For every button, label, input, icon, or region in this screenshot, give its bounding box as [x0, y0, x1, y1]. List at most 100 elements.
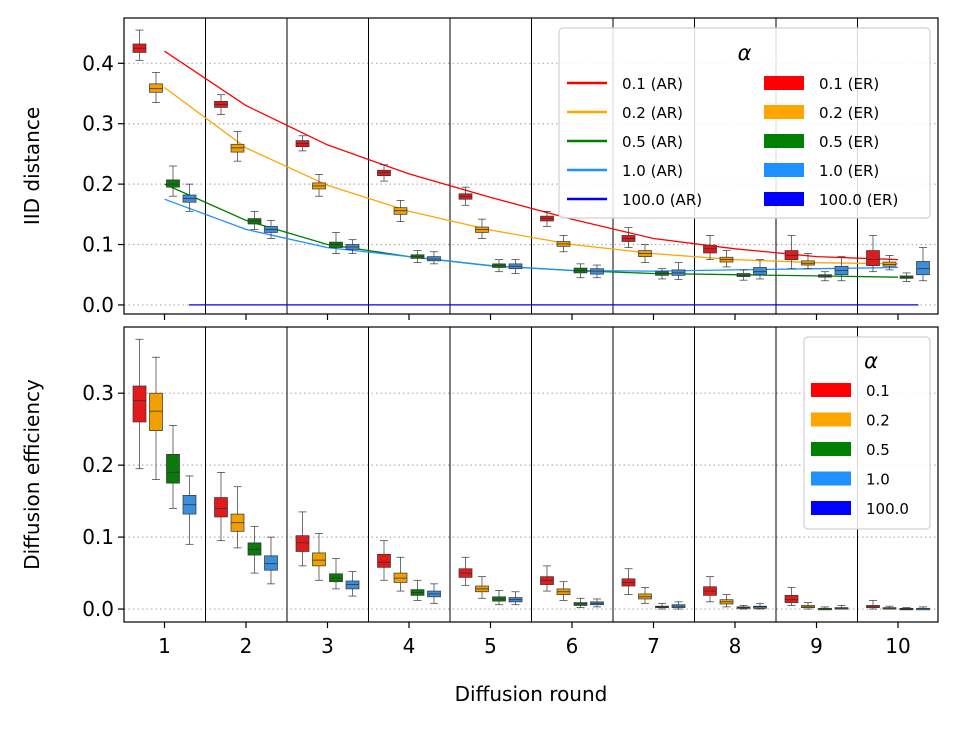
box-0.2-round-8	[719, 250, 734, 268]
y-tick-label: 0.2	[82, 453, 114, 477]
legend-entry-label: 0.1	[866, 382, 890, 400]
box-0.1-round-10	[866, 235, 880, 273]
box-1.0-round-8	[753, 259, 767, 280]
box-0.1-round-5	[458, 186, 473, 206]
legend-entry-label: 0.5 (ER)	[819, 133, 879, 151]
trend-line-3	[164, 198, 899, 272]
box-0.5-round-5	[492, 589, 506, 606]
legend-patch-swatch	[764, 192, 804, 206]
legend-patch-swatch	[811, 383, 851, 397]
box-0.1-round-1	[132, 338, 147, 470]
box-0.1-round-6	[540, 565, 554, 592]
legend-entry-label: 100.0	[866, 500, 909, 518]
box-0.5-round-3	[329, 558, 343, 590]
box-0.5-round-7	[655, 268, 669, 280]
x-tick-label: 5	[484, 634, 497, 658]
legend-patch-swatch	[811, 442, 851, 456]
x-tick-label: 6	[566, 634, 579, 658]
legend-patch-swatch	[764, 134, 804, 148]
box-0.2-round-7	[638, 587, 652, 604]
box-1.0-round-3	[345, 571, 360, 597]
x-tick-label: 8	[729, 634, 742, 658]
legend-entry-label: 100.0 (ER)	[819, 191, 898, 209]
box-0.1-round-10	[866, 600, 880, 610]
box-body	[149, 392, 163, 431]
legend-patch-swatch	[764, 163, 804, 177]
box-0.1-round-3	[295, 135, 310, 152]
box-0.2-round-9	[801, 602, 815, 610]
x-tick-label: 7	[647, 634, 660, 658]
box-body	[166, 179, 180, 188]
box-0.1-round-8	[703, 576, 717, 603]
box-0.2-round-5	[475, 218, 489, 239]
box-body	[149, 83, 163, 93]
box-1.0-round-10	[916, 606, 930, 611]
box-body	[753, 267, 767, 276]
box-1.0-round-2	[264, 536, 278, 585]
box-body	[916, 261, 930, 276]
y-tick-label: 0.3	[82, 112, 114, 136]
legend-entry-label: 0.2 (AR)	[622, 104, 683, 122]
box-0.5-round-5	[492, 259, 506, 273]
box-1.0-round-8	[753, 602, 767, 610]
box-1.0-round-4	[427, 251, 441, 265]
box-0.1-round-2	[214, 94, 228, 116]
box-0.5-round-2	[247, 210, 262, 230]
box-0.1-round-9	[784, 235, 799, 270]
y-tick-label: 0.0	[82, 293, 114, 317]
box-1.0-round-5	[508, 259, 523, 274]
legend-box	[558, 27, 931, 219]
legend-entry-label: 0.5	[866, 441, 890, 459]
legend-entry-label: 0.2	[866, 412, 890, 430]
box-body	[264, 555, 278, 571]
box-body	[866, 250, 880, 267]
x-tick-label: 9	[810, 634, 823, 658]
box-0.5-round-8	[736, 269, 751, 281]
box-0.2-round-1	[149, 356, 163, 480]
box-1.0-round-10	[916, 247, 930, 282]
legend-patch-swatch	[811, 412, 851, 427]
box-1.0-round-5	[508, 591, 523, 606]
box-1.0-round-1	[182, 475, 197, 545]
y-axis-label: IID distance	[20, 107, 44, 225]
plot-frame-0	[123, 17, 939, 315]
box-0.5-round-1	[166, 425, 180, 509]
box-0.1-round-3	[295, 511, 310, 567]
box-1.0-round-4	[427, 583, 441, 604]
box-0.1-round-9	[784, 587, 799, 606]
box-0.5-round-6	[573, 263, 588, 279]
x-axis-label: Diffusion round	[455, 682, 608, 706]
box-0.5-round-3	[329, 232, 343, 254]
box-1.0-round-1	[182, 183, 197, 212]
box-0.2-round-4	[393, 556, 408, 592]
box-0.2-round-4	[393, 200, 408, 222]
legend-title: α	[738, 41, 752, 65]
box-0.2-round-6	[556, 235, 571, 253]
box-0.2-round-9	[801, 253, 815, 270]
y-tick-label: 0.2	[82, 172, 114, 196]
box-0.5-round-9	[818, 271, 832, 282]
box-0.5-round-10	[899, 607, 914, 611]
legend-title: α	[864, 349, 878, 373]
box-0.5-round-4	[410, 250, 425, 264]
box-0.1-round-7	[621, 227, 636, 248]
box-0.1-round-4	[377, 540, 391, 581]
box-0.5-round-7	[655, 602, 669, 610]
box-body	[312, 552, 326, 567]
box-0.1-round-7	[621, 568, 636, 596]
legend-entry-label: 0.1 (AR)	[622, 75, 683, 93]
y-axis-label: Diffusion efficiency	[20, 379, 44, 570]
box-1.0-round-6	[590, 598, 604, 608]
legend-entry-label: 1.0 (AR)	[622, 162, 683, 180]
legend-entry-label: 1.0	[866, 471, 890, 489]
box-body	[784, 595, 799, 603]
box-body	[377, 554, 391, 568]
box-1.0-round-6	[590, 264, 604, 279]
box-0.1-round-6	[540, 210, 554, 227]
x-tick-label: 4	[403, 634, 416, 658]
box-0.2-round-3	[312, 174, 326, 197]
legend-patch-swatch	[764, 105, 804, 119]
box-0.2-round-2	[230, 486, 245, 549]
box-1.0-round-9	[834, 256, 849, 282]
